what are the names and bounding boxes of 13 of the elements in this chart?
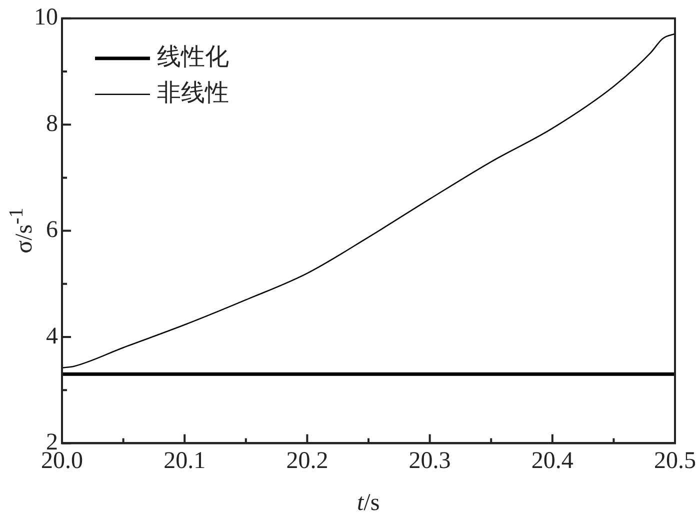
x-tick-label: 20.2	[286, 448, 328, 474]
x-tick-label: 20.4	[531, 448, 574, 474]
y-tick-label: 10	[34, 4, 58, 31]
line-series	[62, 33, 675, 368]
x-tick-label: 20.5	[654, 448, 696, 474]
y-tick-label: 6	[46, 217, 58, 244]
y-tick-label: 8	[46, 110, 58, 137]
x-axis-title: t/s	[357, 490, 380, 517]
x-tick-label: 20.3	[408, 448, 451, 474]
legend-label: 线性化	[157, 42, 229, 71]
legend-label: 非线性	[157, 78, 229, 107]
x-tick-label: 20.1	[164, 448, 206, 474]
y-tick-label: 4	[46, 323, 58, 350]
